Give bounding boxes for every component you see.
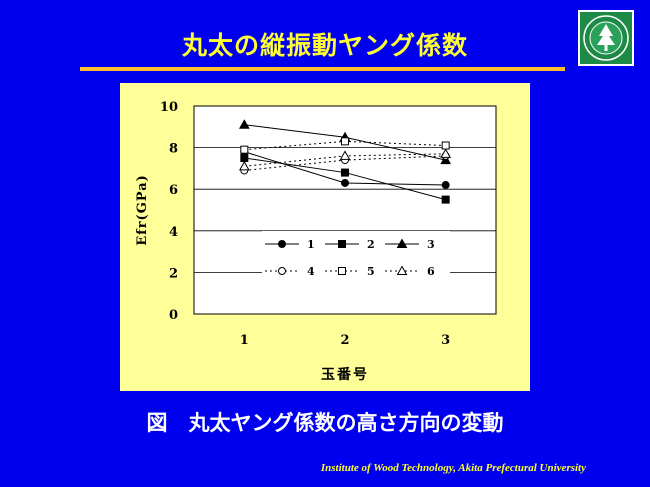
slide-title: 丸太の縦振動ヤング係数: [181, 31, 468, 60]
legend-label-4: 4: [307, 265, 315, 278]
y-tick-label-4: 4: [169, 225, 178, 240]
legend-marker-3: [396, 238, 408, 248]
series-6-point-2: [339, 150, 351, 160]
legend-marker-6: [396, 265, 408, 275]
y-axis-label: Efr(GPa): [135, 174, 150, 246]
footer-institution: Institute of Wood Technology, Akita Pref…: [320, 462, 586, 474]
x-tick-label-1: 1: [240, 333, 249, 348]
legend-marker-5: [338, 267, 346, 275]
y-tick-label-8: 8: [169, 142, 178, 157]
series-5-point-1: [240, 145, 249, 154]
series-2-point-3: [441, 195, 450, 204]
y-tick-label-0: 0: [169, 308, 178, 323]
figure-caption: 図 丸太ヤング係数の高さ方向の変動: [146, 411, 504, 435]
y-tick-label-2: 2: [169, 266, 178, 281]
legend-marker-4: [278, 267, 286, 275]
chart-panel: 0 2 4 6 8 10 1 2 3 玉番号 Efr(GPa) 1 2 3 4 5 6: [120, 83, 530, 391]
series-6-point-3: [440, 148, 452, 158]
y-tick-label-6: 6: [169, 183, 178, 198]
series-5-point-3: [441, 141, 450, 150]
series-2-point-1: [240, 154, 249, 162]
legend-label-6: 6: [427, 265, 435, 278]
x-tick-label-3: 3: [441, 333, 450, 348]
legend-label-3: 3: [427, 238, 435, 251]
legend-label-2: 2: [367, 238, 375, 251]
series-1-point-2: [341, 178, 349, 187]
legend-marker-2: [338, 240, 346, 248]
x-tick-label-2: 2: [340, 333, 349, 348]
series-6-point-1: [238, 160, 250, 171]
legend-label-1: 1: [307, 238, 315, 251]
x-axis-label: 玉番号: [321, 366, 369, 383]
legend-label-5: 5: [367, 265, 375, 278]
university-logo: [578, 10, 634, 66]
series-5-point-2: [341, 137, 349, 146]
title-underline: [80, 67, 565, 71]
y-tick-label-10: 10: [160, 100, 178, 115]
legend-background: [262, 231, 450, 283]
series-2-point-2: [341, 168, 349, 177]
tree-emblem-icon: [583, 15, 629, 61]
series-1-point-3: [441, 181, 450, 190]
legend-marker-1: [278, 240, 286, 248]
series-3-point-1: [238, 119, 250, 129]
